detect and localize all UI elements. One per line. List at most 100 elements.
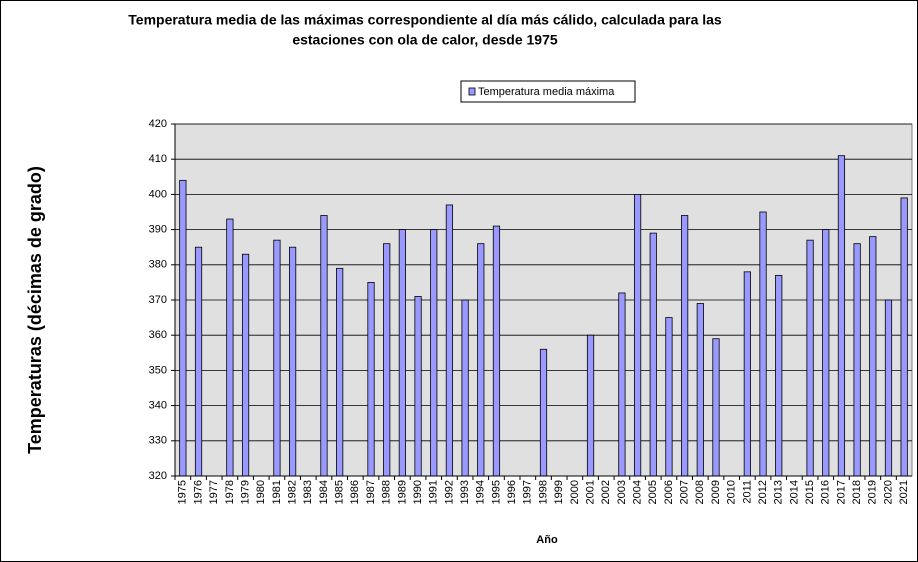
bar [414, 296, 422, 477]
y-tick-label: 340 [149, 400, 167, 412]
x-tick-label: 1977 [208, 480, 220, 504]
x-tick-label: 2016 [820, 480, 832, 504]
x-tick-label: 2008 [694, 480, 706, 504]
x-tick-label: 2011 [741, 480, 753, 504]
x-tick-label: 2007 [679, 480, 691, 504]
chart-title: Temperatura media de las máximas corresp… [128, 12, 722, 28]
x-axis-title: Año [536, 534, 558, 546]
bar [336, 267, 344, 477]
x-tick-label: 1995 [490, 480, 502, 504]
bar [900, 197, 908, 477]
x-tick-label: 1985 [334, 480, 346, 504]
bar [539, 348, 548, 477]
y-tick-label: 380 [149, 259, 167, 271]
bar [398, 229, 406, 477]
x-tick-label: 1987 [365, 480, 377, 504]
x-tick-label: 1983 [302, 480, 314, 504]
x-tick-label: 1989 [396, 480, 408, 504]
bar [241, 253, 250, 477]
x-tick-label: 2000 [569, 480, 581, 504]
x-tick-label: 1979 [239, 480, 251, 504]
bar [712, 338, 720, 477]
bar [759, 211, 767, 477]
bar [179, 179, 187, 477]
x-tick-label: 2004 [631, 480, 643, 504]
x-tick-label: 1988 [381, 480, 393, 504]
x-tick-label: 2014 [788, 480, 800, 504]
bar [884, 299, 893, 477]
legend-box [460, 80, 636, 103]
x-tick-label: 2020 [882, 480, 894, 504]
bar [665, 317, 673, 477]
bar [775, 274, 783, 477]
x-tick-label: 2009 [710, 480, 722, 504]
bar [367, 281, 375, 477]
legend: Temperatura media máxima [460, 80, 636, 103]
bar [696, 303, 704, 477]
bar [430, 229, 438, 477]
bar [226, 218, 234, 477]
y-tick-label: 370 [149, 294, 167, 306]
y-tick-label: 420 [149, 118, 167, 130]
x-tick-label: 1997 [522, 480, 534, 504]
x-tick-label: 1975 [177, 480, 189, 504]
y-tick-label: 320 [149, 470, 167, 482]
x-tick-label: 2005 [647, 480, 659, 504]
x-tick-label: 2021 [898, 480, 910, 504]
bar [633, 193, 642, 477]
bar [743, 271, 751, 477]
x-tick-label: 1993 [459, 480, 471, 504]
bar [822, 229, 830, 477]
x-tick-label: 1978 [224, 480, 236, 504]
x-tick-label: 1991 [428, 480, 440, 504]
bar [618, 292, 626, 477]
bar [806, 239, 814, 477]
x-tick-label: 1996 [506, 480, 518, 504]
bar [273, 239, 281, 477]
bar [289, 246, 297, 477]
x-tick-label: 2010 [726, 480, 738, 504]
y-tick-label: 390 [149, 224, 167, 236]
x-tick-label: 1990 [412, 480, 424, 504]
x-tick-label: 2017 [835, 480, 847, 504]
bar [649, 232, 657, 477]
y-axis-title: Temperaturas (décimas de grado) [25, 166, 45, 454]
x-tick-label: 1986 [349, 480, 361, 504]
y-tick-label: 350 [149, 364, 167, 376]
y-tick-label: 330 [149, 435, 167, 447]
x-tick-label: 2018 [851, 480, 863, 504]
x-tick-label: 1980 [255, 480, 267, 504]
x-tick-label: 1982 [287, 480, 299, 504]
bar [194, 246, 203, 477]
x-tick-label: 1992 [443, 480, 455, 504]
bar [681, 215, 689, 477]
bar [837, 155, 846, 477]
bar [445, 204, 454, 477]
y-tick-label: 400 [149, 188, 167, 200]
x-tick-label: 2003 [616, 480, 628, 504]
x-tick-label: 1976 [192, 480, 204, 504]
bar [853, 243, 861, 477]
x-tick-label: 2013 [773, 480, 785, 504]
legend-label: Temperatura media máxima [478, 86, 615, 98]
x-tick-label: 2001 [584, 480, 596, 504]
x-tick-label: 1998 [537, 480, 549, 504]
x-tick-label: 1999 [553, 480, 565, 504]
bar [869, 236, 877, 477]
x-tick-label: 2012 [757, 480, 769, 504]
x-tick-label: 1981 [271, 480, 283, 504]
bar [477, 243, 485, 477]
bar [320, 215, 328, 477]
bar [461, 299, 469, 477]
y-tick-label: 360 [149, 329, 167, 341]
x-tick-label: 2019 [867, 480, 879, 504]
x-tick-label: 2002 [600, 480, 612, 504]
legend-swatch [468, 87, 476, 96]
x-tick-label: 1984 [318, 480, 330, 504]
bar [383, 243, 391, 477]
y-tick-label: 410 [149, 153, 167, 165]
x-tick-label: 1994 [475, 480, 487, 504]
bar [492, 225, 501, 477]
